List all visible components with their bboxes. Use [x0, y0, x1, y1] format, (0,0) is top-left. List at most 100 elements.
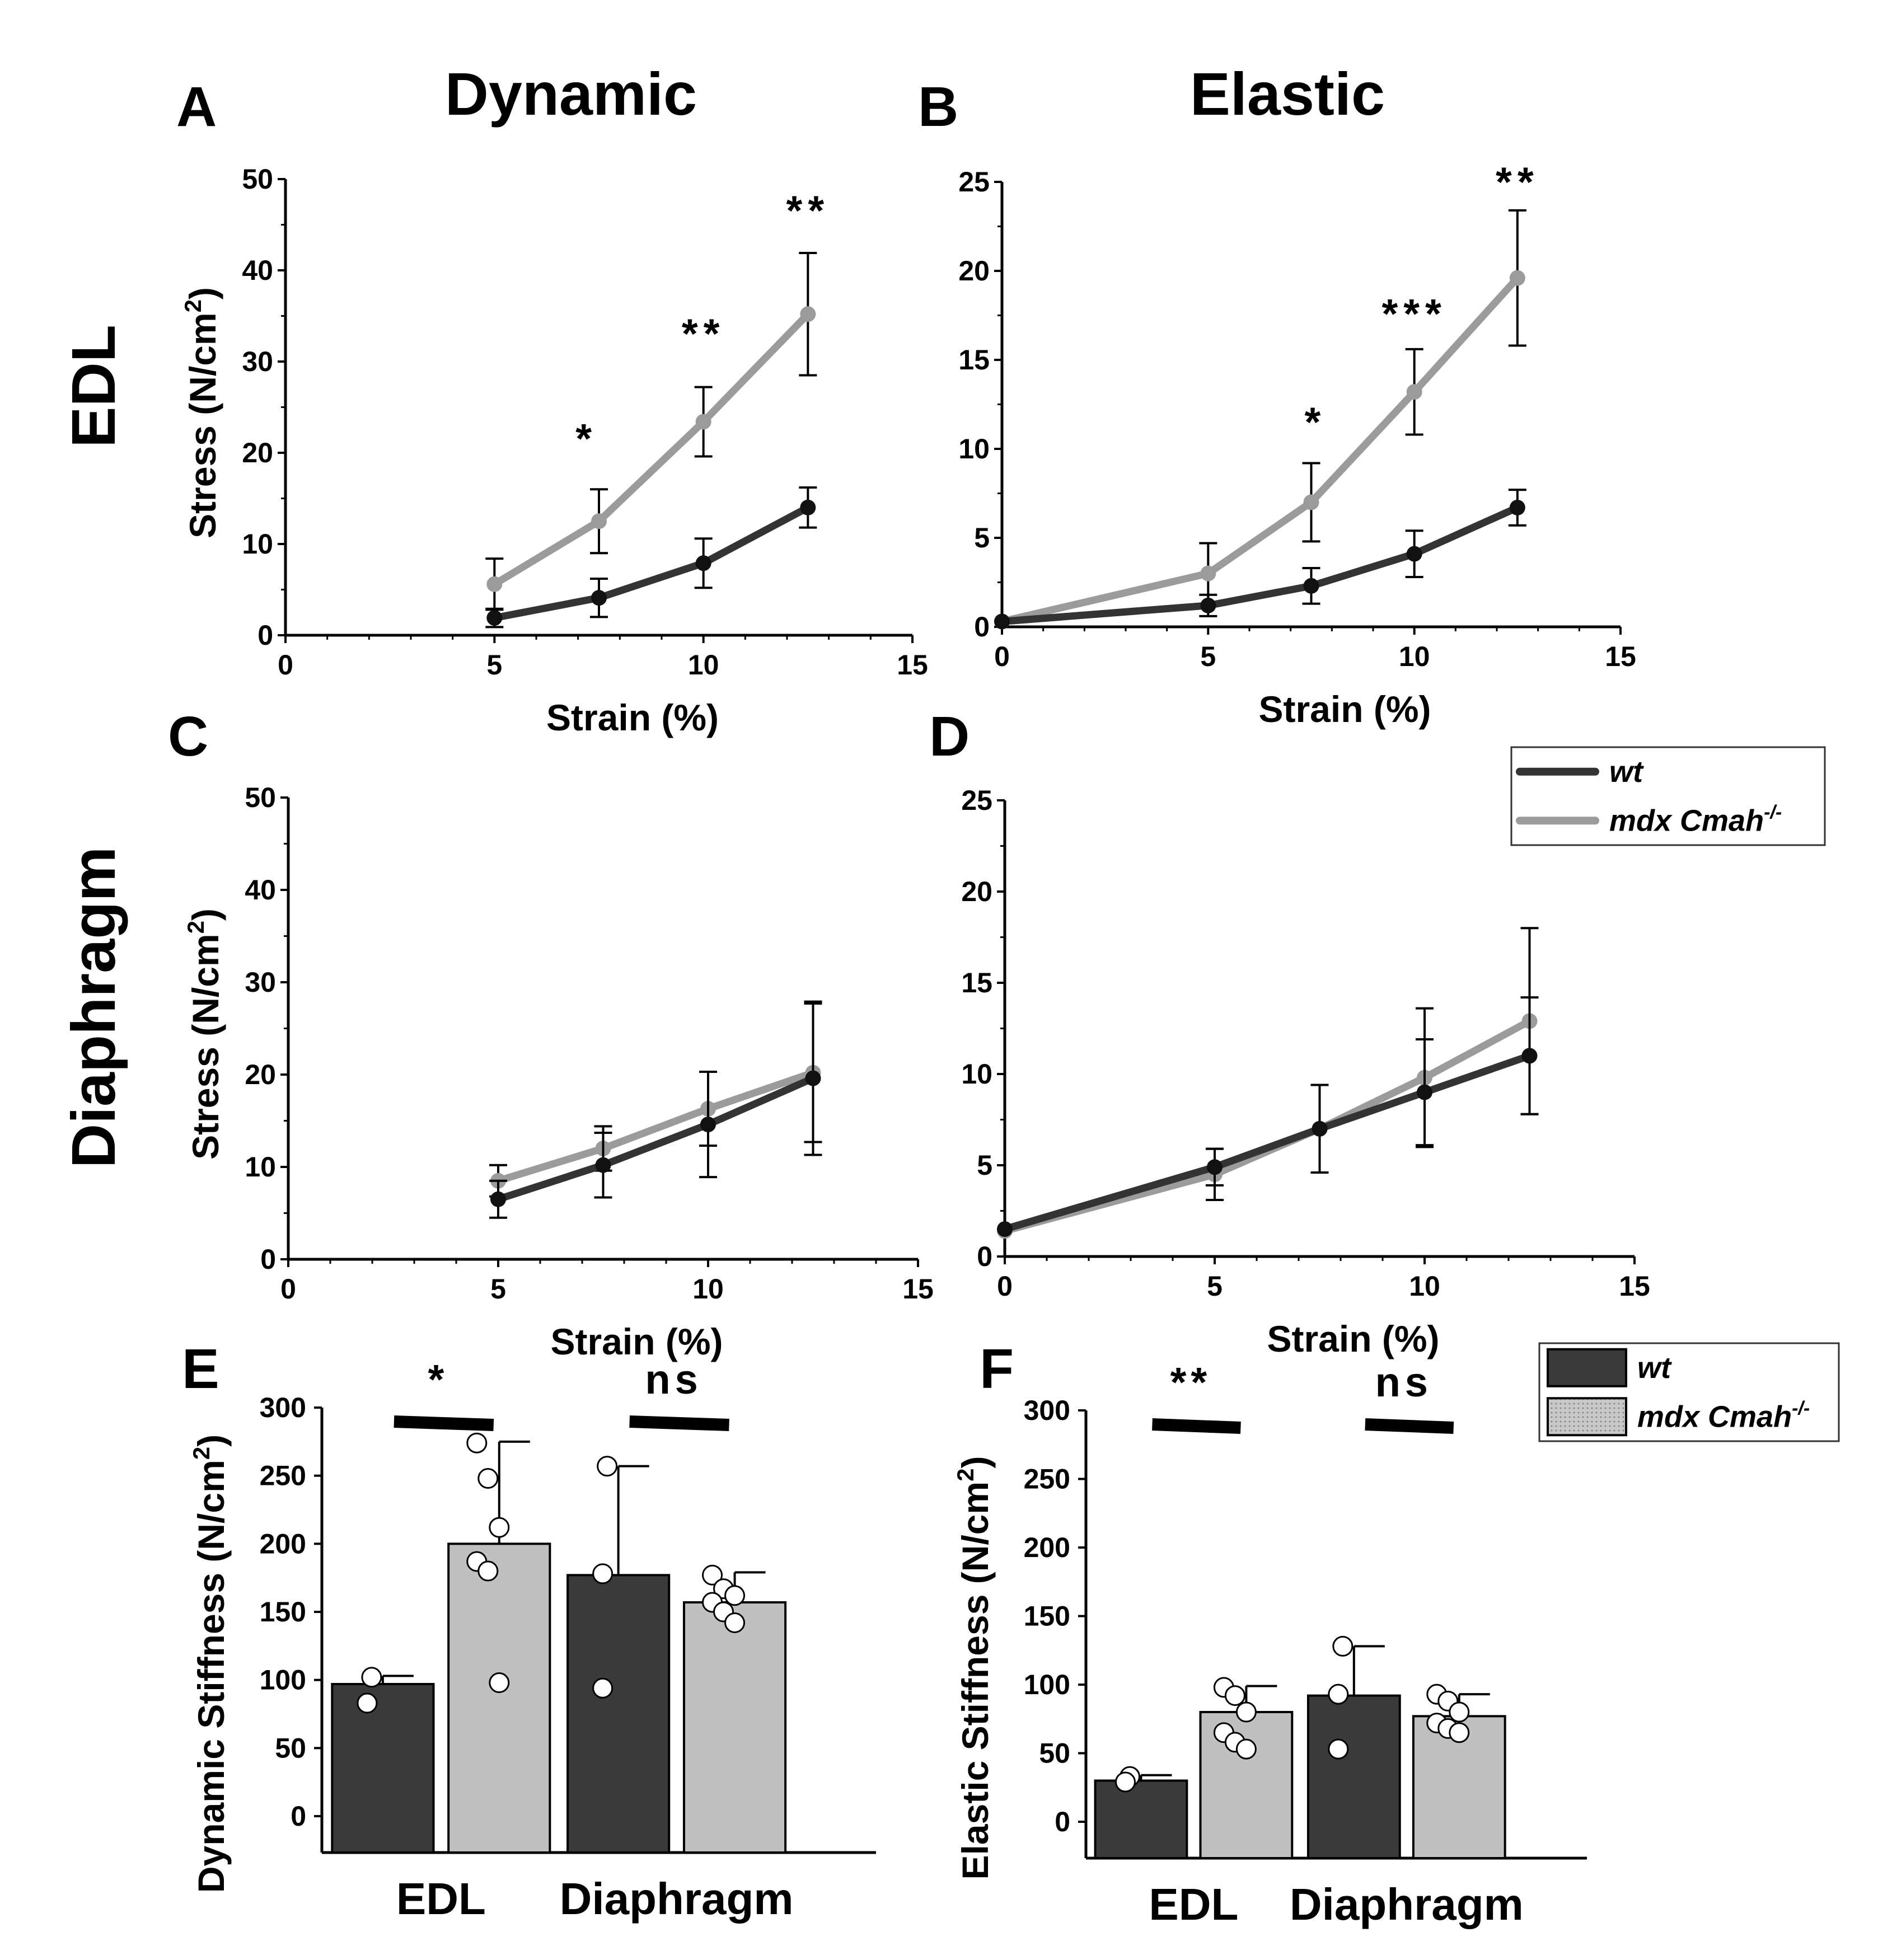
significance-bracket	[1152, 1418, 1241, 1434]
y-axis-label-sup: 2	[182, 921, 209, 934]
x-tick-label: 0	[994, 641, 1010, 672]
y-tick-label: 0	[257, 620, 273, 651]
y-tick-label: 300	[1024, 1395, 1070, 1426]
data-point-mdx	[1406, 384, 1422, 400]
legend-swatch-mdx_bar	[1547, 1397, 1627, 1437]
x-tick-label: 0	[280, 1273, 296, 1305]
data-point-wt	[700, 1117, 716, 1133]
y-axis-label-text: Dynamic Stiffness (N/cm	[190, 1460, 232, 1893]
series-wt	[485, 486, 817, 629]
y-tick-label: 250	[1024, 1464, 1070, 1495]
individual-point	[1332, 1635, 1354, 1657]
series-line-wt	[1001, 1052, 1533, 1233]
y-axis-label: Stress (N/cm2)	[180, 287, 223, 538]
y-tick-label: 15	[958, 344, 990, 376]
legend-box	[1510, 746, 1826, 846]
significance-label: ns	[645, 1356, 702, 1403]
y-tick-label: 5	[977, 1150, 992, 1181]
y-tick-label: 50	[245, 782, 276, 813]
y-tick-label: 25	[958, 166, 990, 198]
data-point-wt	[486, 610, 503, 626]
row-labels: EDL Diaphragm	[59, 325, 128, 1168]
row-label-diaphragm: Diaphragm	[59, 847, 128, 1169]
y-tick-label: 30	[245, 967, 276, 998]
x-tick-label: 5	[486, 649, 502, 681]
bar-wt_bar	[566, 1574, 671, 1854]
y-tick-label: 150	[1024, 1601, 1070, 1632]
data-point-wt	[1207, 1159, 1223, 1175]
y-tick-label: 0	[291, 1800, 306, 1832]
individual-point	[597, 1456, 618, 1477]
y-tick-label: 200	[260, 1528, 306, 1559]
x-tick-label: 5	[1200, 641, 1216, 672]
y-tick-label: 40	[242, 255, 273, 286]
individual-point	[724, 1585, 746, 1606]
y-tick-label: 100	[1024, 1669, 1070, 1700]
series-wt	[489, 1000, 822, 1219]
legend-label-text: wt	[1609, 755, 1644, 789]
individual-point	[477, 1468, 499, 1489]
series-wt	[994, 489, 1526, 630]
bar-wt_bar	[1094, 1779, 1188, 1859]
data-point-wt	[595, 1157, 611, 1173]
panel-f: F 0 50 100 150 200 250 300 Elastic Stiffness (N/…	[952, 1338, 1587, 1929]
data-point-mdx	[695, 414, 711, 430]
x-tick-label: 15	[902, 1273, 934, 1305]
x-axis-label: Strain (%)	[546, 697, 719, 738]
legend-label-mdx: mdx Cmah-/-	[1609, 801, 1782, 837]
legend-swatch-wt_bar	[1547, 1348, 1627, 1387]
individual-point	[466, 1432, 488, 1453]
y-tick-label: 0	[260, 1244, 276, 1275]
category-label: EDL	[396, 1874, 486, 1924]
y-axis-label-end: )	[182, 287, 223, 299]
y-tick-label: 25	[961, 785, 992, 816]
panel-letter-a: A	[176, 76, 217, 138]
panel-letter-b: B	[918, 76, 958, 138]
category-label: Diaphragm	[1290, 1879, 1524, 1929]
y-tick-label: 40	[245, 874, 276, 906]
x-tick-label: 5	[1207, 1270, 1223, 1302]
significance-bracket	[1365, 1418, 1454, 1434]
panel-letter-d: D	[929, 705, 970, 768]
panel-letter-c: C	[168, 705, 208, 768]
x-tick-label: 10	[688, 649, 719, 681]
significance-label: **	[786, 187, 830, 234]
y-tick-label: 20	[245, 1059, 276, 1090]
y-tick-label: 150	[260, 1596, 306, 1628]
y-axis-label: Dynamic Stiffness (N/cm2)	[188, 1434, 232, 1893]
y-tick-label: 250	[260, 1460, 306, 1492]
data-point-mdx	[1509, 270, 1525, 286]
y-axis-label-text: Elastic Stiffness (N/cm	[954, 1481, 996, 1880]
y-axis-label-end: )	[190, 1434, 232, 1447]
panel-letter-f: F	[980, 1338, 1014, 1400]
y-tick-label: 50	[242, 163, 273, 195]
y-tick-label: 10	[961, 1058, 992, 1090]
individual-point	[489, 1672, 510, 1694]
series-line-wt	[490, 504, 812, 622]
individual-point	[361, 1667, 382, 1688]
legend-lines: wt mdx Cmah-/-	[1510, 746, 1826, 846]
panel-e: E 0 50 100 150 200 250 300 Dynamic Stiffness (N/…	[182, 1338, 876, 1924]
panel-title: Dynamic	[445, 60, 697, 128]
x-tick-label: 10	[692, 1273, 724, 1305]
individual-point	[1328, 1738, 1349, 1760]
significance-label: **	[1170, 1359, 1212, 1405]
data-point-mdx	[1303, 494, 1319, 510]
x-axis-label: Strain (%)	[550, 1321, 723, 1362]
series-line-mdx	[494, 1069, 817, 1185]
individual-point	[1449, 1701, 1470, 1723]
data-point-mdx	[486, 576, 503, 592]
y-axis-label-sup: 2	[180, 299, 206, 312]
x-axis-label: Strain (%)	[1267, 1318, 1439, 1359]
y-axis-label-sup: 2	[188, 1447, 214, 1460]
y-axis-label-sup: 2	[952, 1469, 978, 1481]
series-mdx	[485, 252, 817, 611]
individual-point	[1449, 1722, 1470, 1743]
y-tick-label: 10	[242, 528, 273, 560]
data-point-wt	[1521, 1048, 1538, 1064]
y-axis-label: Elastic Stiffness (N/cm2)	[952, 1456, 996, 1880]
individual-point	[489, 1517, 510, 1538]
data-point-wt	[997, 1221, 1013, 1237]
data-point-wt	[1509, 499, 1525, 515]
